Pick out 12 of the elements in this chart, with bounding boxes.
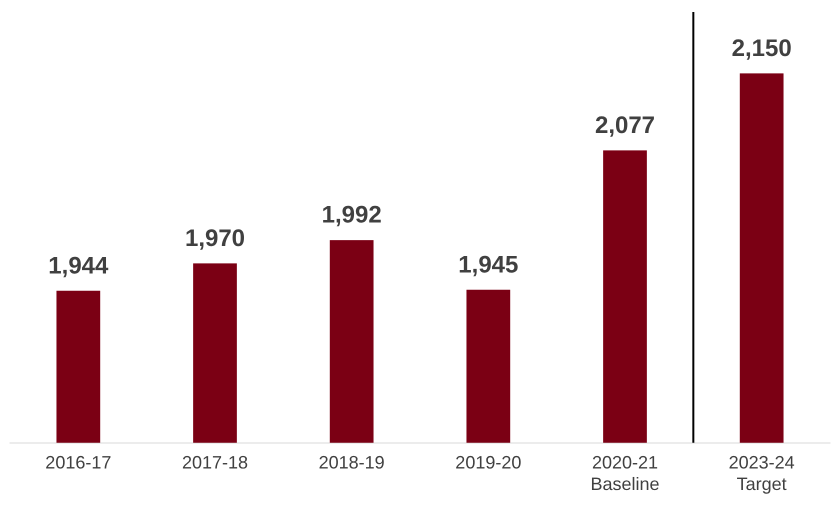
x-tick-label: 2017-18 [182,452,248,473]
data-label: 2,150 [732,34,792,62]
x-tick-label: 2018-19 [318,452,385,473]
x-tick-label: 2023-24 Target [728,452,795,494]
x-tick-label: 2016-17 [45,452,112,473]
data-label: 2,077 [594,112,656,140]
data-label: 1,992 [322,202,382,229]
x-tick-label: 2019-20 [455,452,522,473]
data-label: 1,970 [184,224,246,252]
data-label: 1,945 [458,251,518,278]
x-tick-label: 2020-21 Baseline [590,452,660,494]
data-label: 1,944 [48,252,110,280]
